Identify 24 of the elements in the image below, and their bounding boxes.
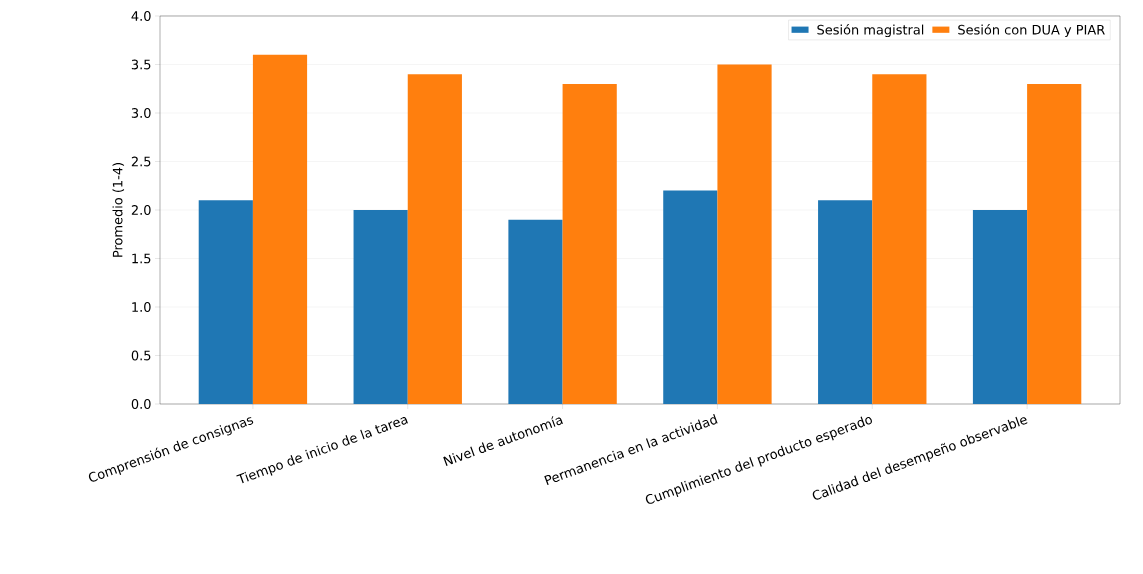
y-tick-label: 4.0 [131,11,151,21]
bar [818,200,873,404]
bar [508,219,563,404]
bar [252,54,308,404]
bar [663,190,718,404]
y-tick-label: 2.0 [131,205,151,215]
y-tick-label: 1.0 [132,302,151,312]
y-tick-label: 3.0 [131,108,151,118]
bar [872,74,927,404]
y-tick-label: 1.5 [132,253,151,264]
y-tick-label: 0.5 [131,350,151,361]
bar [353,210,408,404]
legend-label: Sesión con DUA y PIAR [958,24,1105,38]
legend-label: Sesión magistral [817,24,924,38]
y-tick-label: 3.5 [131,59,151,70]
bar [972,210,1028,404]
bar [198,200,253,404]
bar [562,83,617,404]
bar [407,74,462,404]
y-tick-label: 2.5 [131,156,151,167]
y-tick-label: 0.0 [131,399,151,409]
bar [717,64,772,404]
y-axis-title: Promedio (1-4) [112,163,125,257]
bar [1027,83,1082,404]
